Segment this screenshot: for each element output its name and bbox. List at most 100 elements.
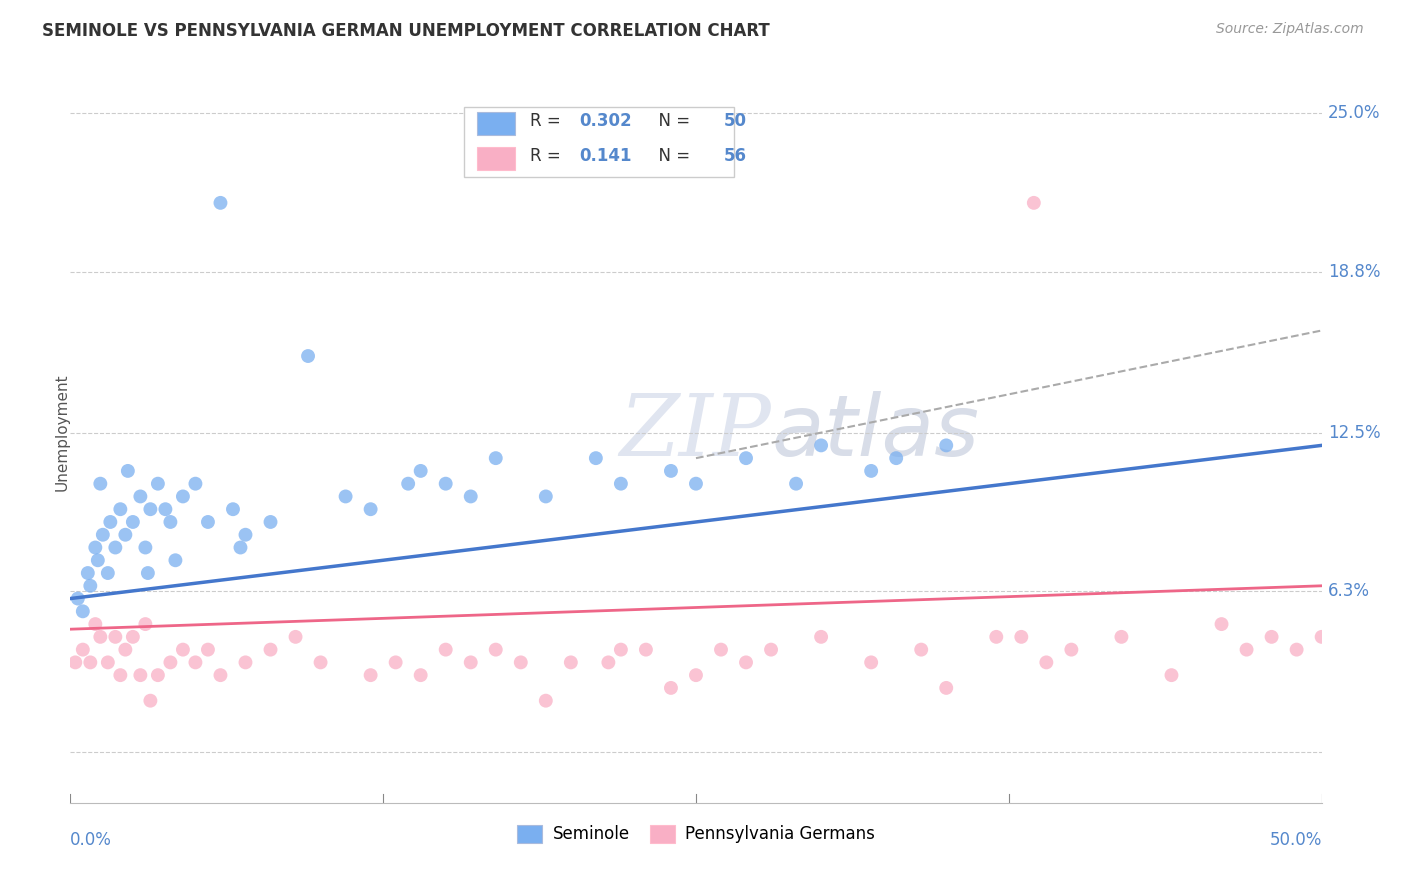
Point: [634, 642, 657, 657]
Point: [1060, 642, 1083, 657]
Point: [235, 656, 257, 670]
Point: [79, 579, 101, 593]
Point: [610, 642, 633, 657]
Point: [785, 476, 807, 491]
FancyBboxPatch shape: [477, 147, 515, 170]
Text: N =: N =: [648, 147, 696, 165]
Point: [104, 541, 127, 555]
Point: [91, 527, 114, 541]
Text: Source: ZipAtlas.com: Source: ZipAtlas.com: [1216, 22, 1364, 37]
Text: ZIP: ZIP: [619, 392, 770, 474]
Point: [84, 617, 107, 632]
Point: [165, 553, 187, 567]
Point: [935, 438, 957, 452]
Y-axis label: Unemployment: Unemployment: [55, 374, 69, 491]
Point: [534, 694, 557, 708]
Point: [104, 630, 127, 644]
Point: [114, 527, 136, 541]
Point: [284, 630, 307, 644]
Point: [659, 681, 682, 695]
Text: R =: R =: [530, 147, 571, 165]
Point: [139, 502, 162, 516]
Point: [97, 566, 120, 580]
FancyBboxPatch shape: [477, 112, 515, 135]
Point: [1260, 630, 1282, 644]
Point: [121, 515, 145, 529]
Point: [685, 476, 707, 491]
Point: [910, 642, 932, 657]
Point: [598, 656, 620, 670]
Text: 0.141: 0.141: [579, 147, 633, 165]
Point: [159, 515, 181, 529]
Point: [184, 656, 207, 670]
Point: [84, 541, 107, 555]
Point: [460, 656, 482, 670]
Text: atlas: atlas: [770, 391, 979, 475]
Text: 12.5%: 12.5%: [1327, 424, 1381, 442]
Point: [1211, 617, 1233, 632]
Point: [384, 656, 406, 670]
Point: [409, 464, 432, 478]
Text: 0.302: 0.302: [579, 112, 633, 130]
Point: [79, 656, 101, 670]
Point: [860, 464, 883, 478]
Point: [229, 541, 252, 555]
Point: [710, 642, 733, 657]
Point: [1236, 642, 1258, 657]
Point: [986, 630, 1008, 644]
Point: [72, 642, 94, 657]
Legend: Seminole, Pennsylvania Germans: Seminole, Pennsylvania Germans: [510, 818, 882, 850]
Point: [121, 630, 145, 644]
Point: [1035, 656, 1057, 670]
Point: [1160, 668, 1182, 682]
Point: [810, 630, 832, 644]
Point: [759, 642, 782, 657]
Point: [1022, 195, 1045, 210]
Text: 6.3%: 6.3%: [1327, 582, 1369, 600]
Point: [134, 617, 156, 632]
Point: [1285, 642, 1308, 657]
Point: [72, 604, 94, 618]
Point: [409, 668, 432, 682]
Point: [685, 668, 707, 682]
Point: [1310, 630, 1333, 644]
Point: [860, 656, 883, 670]
Point: [129, 490, 152, 504]
Point: [136, 566, 159, 580]
Point: [155, 502, 177, 516]
Point: [129, 668, 152, 682]
Point: [209, 195, 232, 210]
Point: [146, 668, 169, 682]
Point: [98, 515, 121, 529]
Point: [259, 515, 281, 529]
Point: [110, 502, 132, 516]
Point: [117, 464, 139, 478]
Point: [560, 656, 582, 670]
Point: [810, 438, 832, 452]
Point: [335, 490, 357, 504]
Text: 50.0%: 50.0%: [1270, 830, 1322, 848]
Point: [1111, 630, 1133, 644]
Point: [89, 630, 111, 644]
Point: [76, 566, 98, 580]
Point: [610, 476, 633, 491]
Point: [360, 668, 382, 682]
Point: [184, 476, 207, 491]
Point: [1010, 630, 1032, 644]
Text: 25.0%: 25.0%: [1327, 104, 1381, 122]
Point: [460, 490, 482, 504]
Point: [884, 451, 907, 466]
Point: [659, 464, 682, 478]
Text: SEMINOLE VS PENNSYLVANIA GERMAN UNEMPLOYMENT CORRELATION CHART: SEMINOLE VS PENNSYLVANIA GERMAN UNEMPLOY…: [42, 22, 770, 40]
Point: [172, 490, 194, 504]
Point: [360, 502, 382, 516]
Text: 50: 50: [724, 112, 747, 130]
Point: [585, 451, 607, 466]
Text: 0.0%: 0.0%: [70, 830, 112, 848]
Point: [197, 642, 219, 657]
Point: [114, 642, 136, 657]
Point: [485, 451, 508, 466]
Point: [485, 642, 508, 657]
Text: R =: R =: [530, 112, 565, 130]
Point: [89, 476, 111, 491]
